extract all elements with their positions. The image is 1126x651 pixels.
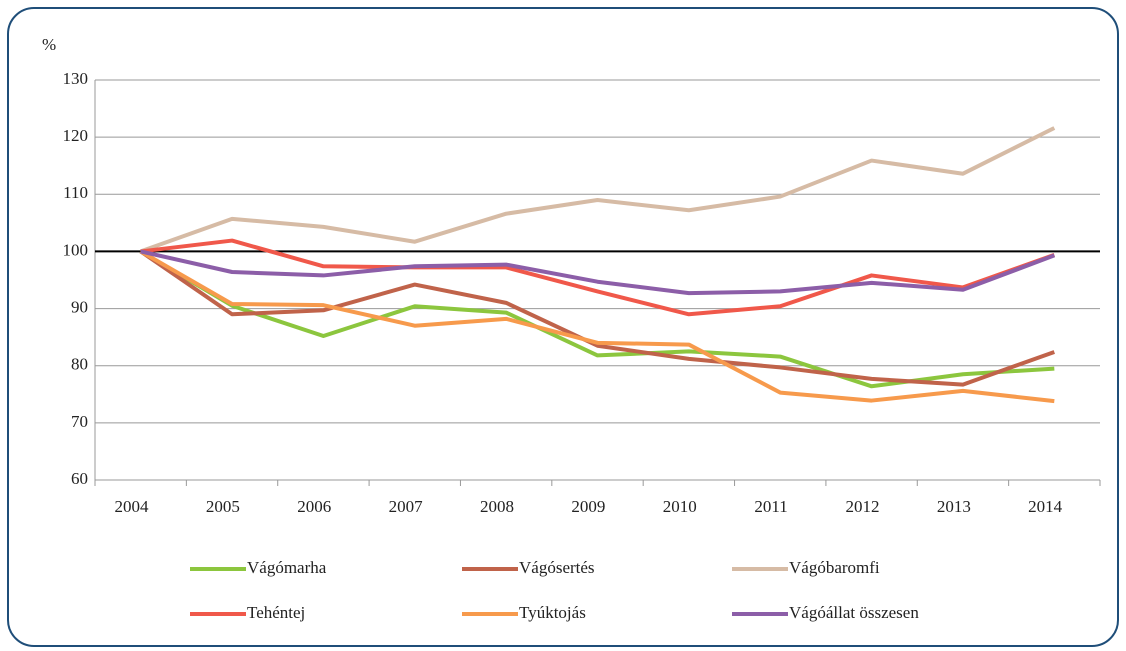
y-tick-label: 130: [63, 69, 89, 88]
x-tick-label: 2013: [937, 497, 971, 516]
x-tick-label: 2011: [754, 497, 787, 516]
series-line: [140, 126, 1056, 254]
y-axis-label: %: [42, 35, 56, 54]
legend-label: Vágósertés: [519, 558, 595, 577]
y-tick-label: 80: [71, 355, 88, 374]
x-tick-label: 2008: [480, 497, 514, 516]
y-tick-label: 100: [63, 240, 89, 259]
x-tick-label: 2010: [663, 497, 697, 516]
legend-label: Vágómarha: [247, 558, 327, 577]
y-tick-label: 60: [71, 469, 88, 488]
series-line: [140, 249, 1056, 296]
x-tick-label: 2007: [389, 497, 424, 516]
chart-frame: [7, 7, 1119, 647]
x-tick-label: 2005: [206, 497, 240, 516]
legend-label: Vágóbaromfi: [789, 558, 880, 577]
series-line: [140, 238, 1055, 317]
legend-label: Vágóállat összesen: [789, 603, 919, 622]
x-tick-label: 2012: [845, 497, 879, 516]
y-tick-label: 110: [63, 183, 88, 202]
legend-label: Tyúktojás: [519, 603, 586, 622]
legend-label: Tehéntej: [247, 603, 305, 622]
x-tick-label: 2004: [115, 497, 150, 516]
series-line: [139, 249, 1055, 404]
y-tick-label: 90: [71, 297, 88, 316]
y-tick-label: 70: [71, 412, 88, 431]
x-tick-label: 2014: [1028, 497, 1063, 516]
x-tick-label: 2006: [297, 497, 331, 516]
series-line: [139, 249, 1055, 387]
y-tick-label: 120: [63, 126, 89, 145]
x-tick-label: 2009: [571, 497, 605, 516]
